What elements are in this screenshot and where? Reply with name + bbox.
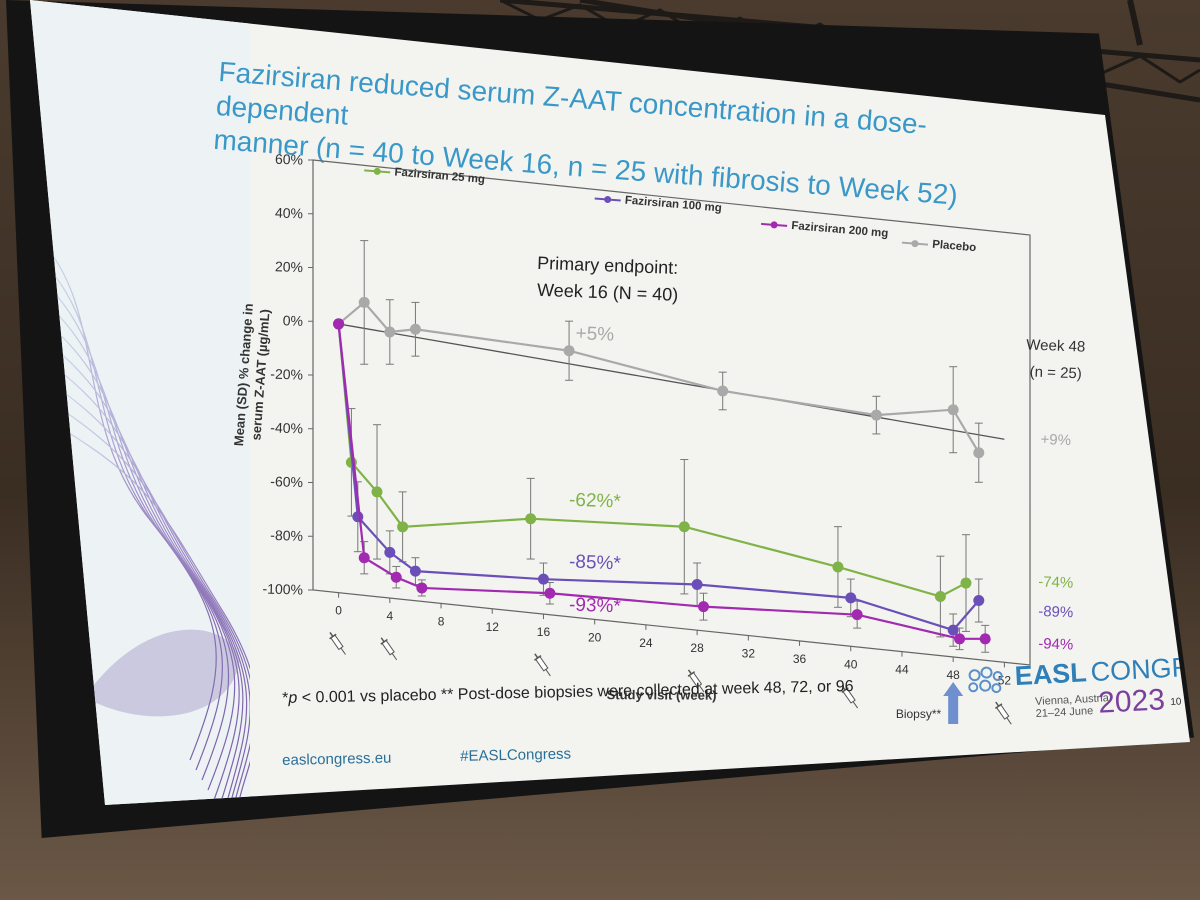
chart-annotation: +5% [575,323,614,345]
x-tick-label: 40 [844,657,858,671]
y-tick-label: 20% [275,258,304,275]
x-tick-label: 8 [438,614,445,628]
x-tick-label: 36 [793,652,807,666]
legend-swatch-marker [604,195,612,203]
placebo-trend-line [338,323,1005,440]
data-point [525,513,537,525]
data-point [691,578,703,590]
data-point [678,521,690,533]
y-tick-label: 40% [275,205,304,222]
chart-annotation: -62%* [569,490,622,513]
data-point [947,404,959,416]
y-tick-label: 0% [283,312,304,329]
legend-label: Fazirsiran 100 mg [624,194,722,214]
chart-annotation: (n = 25) [1029,363,1082,382]
series-line [337,323,980,632]
footer-hashtag: #EASLCongress [460,745,572,765]
x-axis-label: Study visit (week) [607,687,717,703]
data-point [979,633,991,645]
chart-annotation: -89% [1038,603,1074,621]
data-point [358,296,370,308]
data-point [409,323,421,335]
presentation-slide: Fazirsiran reduced serum Z-AAT concentra… [30,0,1190,805]
data-point [973,595,985,607]
syringe-icon [534,653,551,677]
data-point [934,591,946,602]
y-tick-label: -60% [270,473,303,490]
x-tick-label: 16 [537,625,551,639]
x-tick-label: 0 [335,604,342,618]
data-point [698,601,710,613]
congress-year: 2023 [1097,683,1166,720]
data-point [384,326,396,338]
legend-label: Fazirsiran 25 mg [394,166,485,186]
legend-label: Placebo [932,239,977,255]
page-number-inner: 10 [1170,696,1182,708]
syringe-icon [380,637,398,661]
chart-annotation: Week 48 [1026,336,1086,355]
syringe-icon [841,685,859,709]
data-point [397,521,409,533]
syringe-icon [329,631,346,655]
data-point [371,486,383,498]
legend-label: Fazirsiran 200 mg [791,220,889,240]
chart-annotation: -94% [1038,635,1074,653]
data-point [358,552,370,564]
chart-annotation: -85%* [569,551,622,574]
data-point [851,609,863,621]
syringe-icon [687,669,705,693]
data-point [390,571,402,583]
data-point [537,573,549,585]
data-point [870,409,882,421]
legend-swatch-marker [911,240,919,248]
data-point [544,587,556,599]
data-point [973,447,985,459]
y-tick-label: -100% [262,580,303,597]
series-line [337,300,980,454]
easl-logo-dots-icon [968,666,1003,694]
zaat-change-line-chart: 60%40%20%0%-20%-40%-60%-80%-100%0 4 8 12 16 2… [231,151,1086,725]
data-point [832,561,844,573]
easl-logo-word: EASL [1013,657,1088,692]
data-point [954,633,966,645]
data-point [845,592,857,604]
y-tick-label: -40% [270,419,303,436]
legend-swatch-marker [373,167,381,175]
syringe-icon [994,701,1012,725]
x-tick-label: 44 [895,663,909,677]
y-tick-label: 60% [275,151,304,168]
chart-annotation: Week 16 (N = 40) [537,280,679,305]
x-tick-label: 28 [690,641,704,655]
biopsy-label: Biopsy** [896,707,942,721]
x-tick-label: 24 [639,636,653,650]
x-tick-label: 48 [946,668,960,682]
chart-annotation: -74% [1038,573,1074,591]
series-line [337,323,967,598]
easl-congress-logo: EASLCONGRESS Vienna, Austria 21–24 June … [968,649,1190,720]
data-point [333,318,345,330]
chart-annotation: -93%* [569,594,622,617]
data-point [717,385,729,397]
series-line [337,323,986,640]
data-point [947,624,959,636]
data-point [960,577,972,589]
data-point [384,546,396,558]
chart-annotation: Primary endpoint: [537,253,679,278]
y-tick-label: -20% [270,366,303,383]
y-tick-label: -80% [270,527,303,544]
biopsy-arrow-icon [943,681,964,724]
legend-swatch-marker [770,221,778,229]
x-tick-label: 20 [588,630,602,644]
data-point [563,345,575,357]
plot-area-frame [312,159,1031,666]
x-tick-label: 12 [486,620,500,634]
footer-url: easlcongress.eu [282,749,392,769]
data-point [409,565,421,577]
data-point [352,511,364,523]
chart-annotation: +9% [1040,431,1071,449]
data-point [416,582,428,594]
x-tick-label: 32 [742,647,756,661]
x-tick-label: 4 [386,609,393,623]
